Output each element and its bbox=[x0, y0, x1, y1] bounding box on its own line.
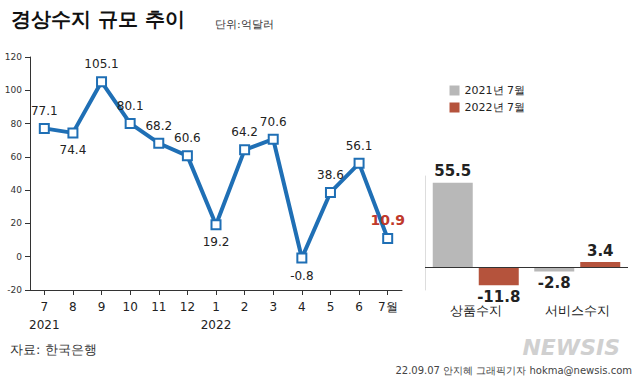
svg-text:120: 120 bbox=[5, 52, 22, 62]
svg-text:77.1: 77.1 bbox=[31, 104, 58, 118]
svg-text:7: 7 bbox=[40, 300, 48, 314]
svg-text:0: 0 bbox=[16, 252, 22, 262]
svg-text:80.1: 80.1 bbox=[117, 99, 144, 113]
svg-text:2022: 2022 bbox=[201, 318, 232, 332]
svg-text:56.1: 56.1 bbox=[346, 139, 373, 153]
svg-text:60.6: 60.6 bbox=[174, 131, 201, 145]
svg-text:3: 3 bbox=[269, 300, 277, 314]
svg-text:40: 40 bbox=[11, 185, 23, 195]
svg-text:74.4: 74.4 bbox=[60, 143, 87, 157]
svg-text:38.6: 38.6 bbox=[317, 168, 344, 182]
svg-text:3.4: 3.4 bbox=[587, 242, 614, 260]
svg-text:55.5: 55.5 bbox=[434, 162, 471, 180]
svg-text:22.09.07 안지혜 그래픽기자 hokma@newsi: 22.09.07 안지혜 그래픽기자 hokma@newsis.com bbox=[395, 365, 632, 376]
svg-text:10: 10 bbox=[123, 300, 138, 314]
svg-text:80: 80 bbox=[11, 119, 23, 129]
svg-text:1: 1 bbox=[212, 300, 220, 314]
svg-text:105.1: 105.1 bbox=[84, 57, 118, 71]
svg-text:경상수지 규모 추이: 경상수지 규모 추이 bbox=[11, 7, 185, 31]
svg-text:100: 100 bbox=[5, 85, 22, 95]
svg-text:10.9: 10.9 bbox=[370, 212, 405, 228]
svg-text:NEWSIS: NEWSIS bbox=[522, 335, 620, 360]
svg-text:2022년 7월: 2022년 7월 bbox=[465, 101, 526, 114]
svg-text:2021년 7월: 2021년 7월 bbox=[465, 84, 526, 97]
svg-text:6: 6 bbox=[355, 300, 363, 314]
svg-text:4: 4 bbox=[298, 300, 306, 314]
svg-text:12: 12 bbox=[180, 300, 195, 314]
svg-text:2: 2 bbox=[241, 300, 249, 314]
svg-text:9: 9 bbox=[98, 300, 106, 314]
svg-text:-20: -20 bbox=[7, 285, 22, 295]
svg-text:8: 8 bbox=[69, 300, 77, 314]
svg-text:5: 5 bbox=[327, 300, 335, 314]
svg-text:60: 60 bbox=[11, 152, 23, 162]
svg-text:2021: 2021 bbox=[29, 318, 60, 332]
svg-text:70.6: 70.6 bbox=[260, 115, 287, 129]
svg-text:64.2: 64.2 bbox=[231, 125, 258, 139]
svg-text:7월: 7월 bbox=[378, 300, 398, 314]
svg-text:상품수지: 상품수지 bbox=[449, 303, 502, 318]
svg-text:서비스수지: 서비스수지 bbox=[545, 303, 610, 318]
svg-text:-2.8: -2.8 bbox=[538, 274, 571, 292]
svg-text:-11.8: -11.8 bbox=[477, 288, 520, 306]
svg-text:-0.8: -0.8 bbox=[290, 269, 313, 283]
svg-text:68.2: 68.2 bbox=[145, 119, 172, 133]
svg-text:자료: 한국은행: 자료: 한국은행 bbox=[10, 342, 97, 357]
svg-text:19.2: 19.2 bbox=[203, 235, 230, 249]
svg-text:단위:억달러: 단위:억달러 bbox=[215, 18, 274, 31]
svg-text:20: 20 bbox=[11, 218, 23, 228]
svg-text:11: 11 bbox=[151, 300, 166, 314]
